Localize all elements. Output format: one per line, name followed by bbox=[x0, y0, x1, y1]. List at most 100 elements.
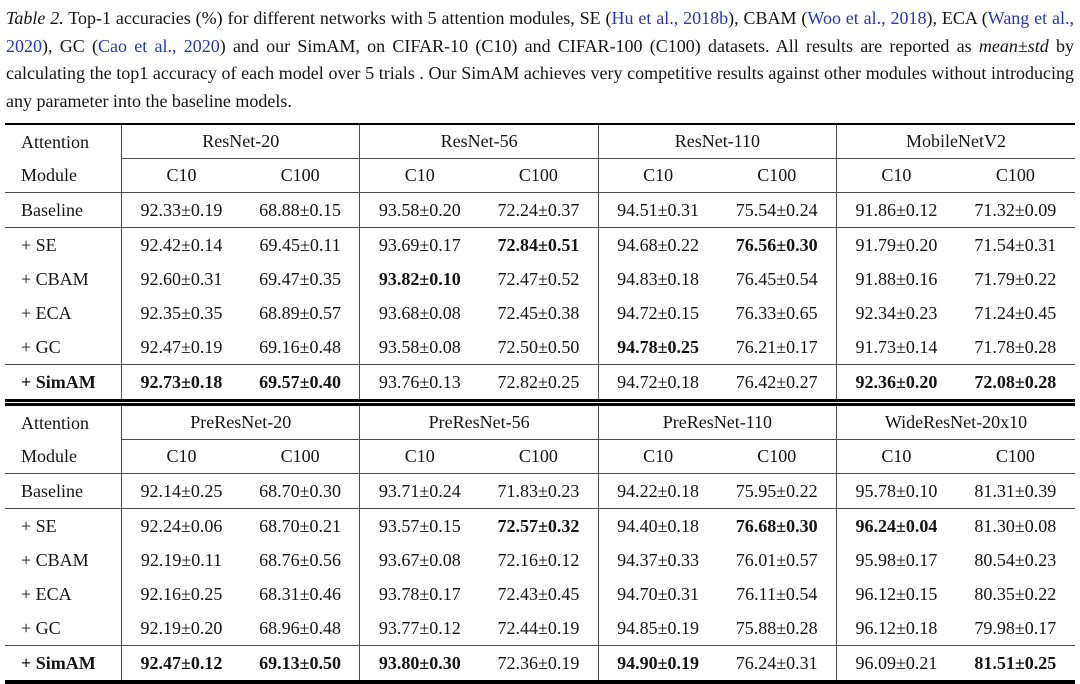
table-row: + GC 92.19±0.20 68.96±0.48 93.77±0.12 72.44±… bbox=[5, 611, 1075, 646]
accuracy-cell: 72.50±0.50 bbox=[497, 336, 580, 357]
table-row: + CBAM 92.60±0.31 69.47±0.35 93.82±0.10 72.4… bbox=[5, 262, 1075, 296]
accuracy-cell: 93.77±0.12 bbox=[359, 611, 480, 646]
accuracy-cell: 80.35±0.22 bbox=[974, 583, 1057, 604]
accuracy-cell: 91.88±0.16 bbox=[836, 262, 956, 296]
module-label: + SimAM bbox=[5, 364, 122, 401]
accuracy-cell: 94.22±0.18 bbox=[597, 473, 718, 509]
network-header: ResNet-110 bbox=[597, 124, 837, 159]
accuracy-cell: 72.82±0.25 bbox=[479, 364, 599, 401]
accuracy-cell: 94.51±0.31 bbox=[597, 192, 718, 228]
accuracy-cell: 69.13±0.50 bbox=[240, 645, 360, 682]
accuracy-cell: 95.78±0.10 bbox=[836, 473, 956, 509]
accuracy-cell: 93.80±0.30 bbox=[359, 645, 480, 682]
module-label: + SE bbox=[21, 515, 57, 536]
accuracy-cell: 91.79±0.20 bbox=[836, 227, 956, 262]
accuracy-cell: 71.83±0.23 bbox=[479, 473, 599, 509]
header-row-networks: Attention Module ResNet-20 ResNet-56 ResNet-… bbox=[5, 124, 1075, 193]
accuracy-cell: 92.24±0.06 bbox=[121, 508, 241, 543]
accuracy-cell: 68.96±0.48 bbox=[259, 617, 342, 638]
accuracy-cell: 81.30±0.08 bbox=[974, 515, 1057, 536]
accuracy-cell: 96.09±0.21 bbox=[836, 645, 956, 682]
accuracy-cell: 72.44±0.19 bbox=[497, 617, 580, 638]
accuracy-cell: 72.36±0.19 bbox=[479, 645, 599, 682]
table-row: + SE 92.24±0.06 68.70±0.21 93.57±0.15 72.57±… bbox=[5, 508, 1075, 543]
table-row: Baseline 92.33±0.19 68.88±0.15 93.58±0.20 72… bbox=[5, 192, 1075, 228]
accuracy-cell: 69.45±0.11 bbox=[259, 234, 341, 255]
table-row: + ECA 92.35±0.35 68.89±0.57 93.68±0.08 72.45… bbox=[5, 296, 1075, 330]
caption-text: Top-1 accuracies (%) for different netwo… bbox=[63, 8, 612, 28]
accuracy-cell: 94.40±0.18 bbox=[597, 508, 718, 543]
accuracy-cell: 92.47±0.12 bbox=[121, 645, 241, 682]
accuracy-cell: 76.42±0.27 bbox=[717, 364, 837, 401]
accuracy-cell: 93.58±0.20 bbox=[359, 192, 480, 228]
accuracy-cell: 92.33±0.19 bbox=[121, 192, 241, 228]
accuracy-cell: 92.35±0.35 bbox=[121, 296, 241, 330]
dataset-header: C100 bbox=[717, 439, 837, 474]
attention-module-header: Attention Module bbox=[5, 124, 122, 193]
caption-text: ), ECA ( bbox=[926, 8, 988, 28]
accuracy-cell: 75.54±0.24 bbox=[717, 192, 837, 228]
accuracy-cell: 71.79±0.22 bbox=[974, 268, 1057, 289]
dataset-header: C100 bbox=[479, 439, 599, 474]
network-header: ResNet-20 bbox=[121, 124, 360, 159]
accuracy-cell: 94.72±0.15 bbox=[597, 296, 718, 330]
caption-text: ), CBAM ( bbox=[728, 8, 808, 28]
module-label: + GC bbox=[21, 617, 61, 638]
table-row: + SimAM 92.47±0.12 69.13±0.50 93.80±0.30 72.… bbox=[5, 645, 1075, 682]
module-label: + GC bbox=[21, 336, 61, 357]
citation-link[interactable]: Wang et al., 2020 bbox=[6, 8, 1075, 56]
accuracy-cell: 93.69±0.17 bbox=[359, 227, 480, 262]
table-row: + GC 92.47±0.19 69.16±0.48 93.58±0.08 72.50±… bbox=[5, 330, 1075, 365]
results-tables: Attention Module ResNet-20 ResNet-56 ResNet-… bbox=[5, 123, 1075, 684]
accuracy-cell: 72.16±0.12 bbox=[497, 549, 580, 570]
accuracy-cell: 96.12±0.15 bbox=[836, 577, 956, 611]
accuracy-cell: 94.72±0.18 bbox=[597, 364, 718, 401]
accuracy-cell: 80.54±0.23 bbox=[974, 549, 1057, 570]
citation-link[interactable]: Woo et al., 2018 bbox=[807, 8, 927, 28]
accuracy-cell: 75.88±0.28 bbox=[735, 617, 818, 638]
accuracy-cell: 92.19±0.11 bbox=[121, 543, 241, 577]
accuracy-cell: 94.90±0.19 bbox=[597, 645, 718, 682]
accuracy-cell: 92.60±0.31 bbox=[121, 262, 241, 296]
citation-link[interactable]: Cao et al., 2020 bbox=[97, 35, 220, 56]
module-label: Baseline bbox=[5, 473, 122, 509]
accuracy-cell: 93.76±0.13 bbox=[359, 364, 480, 401]
accuracy-cell: 76.56±0.30 bbox=[735, 234, 818, 255]
module-label: + ECA bbox=[21, 302, 72, 323]
accuracy-cell: 71.78±0.28 bbox=[974, 336, 1057, 357]
accuracy-cell: 79.98±0.17 bbox=[974, 617, 1057, 638]
header-row-networks: Attention Module PreResNet-20 PreResNet-56 P… bbox=[5, 404, 1075, 474]
accuracy-cell: 71.24±0.45 bbox=[974, 302, 1057, 323]
accuracy-cell: 76.68±0.30 bbox=[735, 515, 818, 536]
accuracy-cell: 93.71±0.24 bbox=[359, 473, 480, 509]
header-label: Attention bbox=[21, 131, 89, 152]
accuracy-cell: 93.58±0.08 bbox=[359, 330, 480, 365]
accuracy-cell: 71.54±0.31 bbox=[974, 234, 1057, 255]
caption-text: by calculating the top1 accuracy of each… bbox=[6, 35, 1074, 111]
network-header: ResNet-56 bbox=[359, 124, 599, 159]
header-label: Attention bbox=[21, 412, 89, 433]
results-table-bottom: Attention Module PreResNet-20 PreResNet-56 P… bbox=[5, 403, 1075, 684]
network-header: MobileNetV2 bbox=[836, 124, 1075, 159]
header-label: Module bbox=[21, 445, 77, 466]
module-label: + CBAM bbox=[21, 549, 89, 570]
accuracy-cell: 72.24±0.37 bbox=[479, 192, 599, 228]
accuracy-cell: 76.24±0.31 bbox=[717, 645, 837, 682]
accuracy-cell: 71.32±0.09 bbox=[955, 192, 1075, 228]
network-header: PreResNet-20 bbox=[121, 404, 360, 440]
accuracy-cell: 92.42±0.14 bbox=[121, 227, 241, 262]
accuracy-cell: 92.14±0.25 bbox=[121, 473, 241, 509]
accuracy-cell: 94.83±0.18 bbox=[597, 262, 718, 296]
accuracy-cell: 91.86±0.12 bbox=[836, 192, 956, 228]
dataset-header: C10 bbox=[121, 439, 241, 474]
module-label: + SimAM bbox=[5, 645, 122, 682]
accuracy-cell: 81.51±0.25 bbox=[955, 645, 1075, 682]
accuracy-cell: 93.57±0.15 bbox=[359, 508, 480, 543]
dataset-header: C10 bbox=[597, 439, 718, 474]
accuracy-cell: 76.11±0.54 bbox=[736, 583, 818, 604]
accuracy-cell: 68.89±0.57 bbox=[259, 302, 342, 323]
accuracy-cell: 94.68±0.22 bbox=[597, 227, 718, 262]
citation-link[interactable]: Hu et al., 2018b bbox=[611, 8, 729, 28]
accuracy-cell: 92.73±0.18 bbox=[121, 364, 241, 401]
accuracy-cell: 69.57±0.40 bbox=[240, 364, 360, 401]
